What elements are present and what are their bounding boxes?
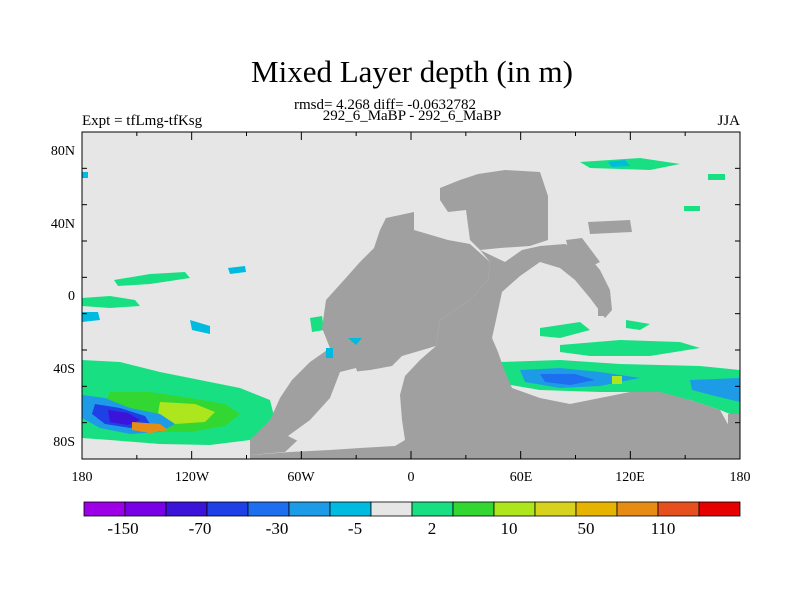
- axis-ticks: [81, 131, 741, 460]
- colorbar-label: 50: [578, 519, 595, 538]
- lon-axis: 180 120W 60W 0 60E 120E 180: [72, 470, 751, 485]
- colorbar-box: [411, 501, 454, 517]
- colorbar-box: [288, 501, 331, 517]
- contour-negative: [228, 266, 246, 274]
- contour-positive: [684, 206, 700, 211]
- contour-negative: [348, 338, 362, 345]
- lon-tick-label: 180: [72, 470, 93, 485]
- colorbar-box: [83, 501, 126, 517]
- colorbar-box: [329, 501, 372, 517]
- land-island: [598, 290, 606, 316]
- lat-tick-label: 80N: [51, 144, 75, 159]
- lon-tick-label: 0: [408, 470, 415, 485]
- colorbar-labels: -150 -70 -30 -5 2 10 50 110: [107, 519, 675, 538]
- map-panel: [81, 131, 741, 460]
- colorbar-box: [206, 501, 249, 517]
- inland-water: [288, 368, 390, 445]
- contour-positive: [626, 320, 650, 330]
- contour-positive: [82, 296, 140, 308]
- contour-negative: [690, 378, 740, 402]
- colorbar-box: [616, 501, 659, 517]
- period-label: 292_6_MaBP - 292_6_MaBP: [323, 108, 502, 124]
- colorbar-box: [370, 501, 413, 517]
- colorbar-box: [493, 501, 536, 517]
- land-afro-eurasia: [250, 244, 740, 459]
- colorbar-label: -30: [266, 519, 289, 538]
- colorbar-box: [534, 501, 577, 517]
- colorbar-label: -70: [189, 519, 212, 538]
- colorbar-label: -5: [348, 519, 362, 538]
- season-label: JJA: [717, 113, 740, 129]
- lat-tick-label: 0: [68, 289, 75, 304]
- lon-tick-label: 120W: [175, 470, 210, 485]
- contour-negative: [82, 312, 100, 322]
- contour-negative: [82, 172, 88, 178]
- colorbar-box: [657, 501, 700, 517]
- land-island: [566, 238, 600, 268]
- anomaly-contours: [82, 158, 740, 445]
- land-americas: [250, 212, 490, 455]
- contour-negative: [540, 374, 595, 385]
- contour-positive: [708, 174, 725, 180]
- plot-title: Mixed Layer depth (in m): [251, 54, 573, 89]
- colorbar-box: [247, 501, 290, 517]
- lat-tick-label: 40N: [51, 217, 75, 232]
- contour-negative: [326, 348, 333, 358]
- colorbar-label: -150: [107, 519, 138, 538]
- contour-negative: [608, 160, 630, 167]
- land-northern: [440, 170, 548, 250]
- contour-positive: [158, 402, 215, 424]
- contour-negative: [190, 320, 210, 334]
- contour-negative: [108, 410, 140, 425]
- lon-tick-label: 120E: [615, 470, 645, 485]
- colorbar: [83, 501, 741, 517]
- land-masses: [250, 170, 740, 459]
- contour-positive: [310, 316, 324, 332]
- lat-axis: 80N 40N 0 40S 80S: [51, 144, 75, 450]
- contour-positive: [560, 340, 700, 356]
- colorbar-box: [698, 501, 741, 517]
- contour-positive: [580, 158, 680, 170]
- land-island: [728, 414, 740, 440]
- lon-tick-label: 60E: [510, 470, 533, 485]
- land-island: [588, 220, 632, 234]
- lon-tick-label: 60W: [287, 470, 315, 485]
- lon-tick-label: 180: [730, 470, 751, 485]
- colorbar-box: [452, 501, 495, 517]
- contour-positive: [612, 376, 622, 384]
- colorbar-box: [124, 501, 167, 517]
- colorbar-label: 110: [651, 519, 676, 538]
- lat-tick-label: 80S: [53, 435, 75, 450]
- colorbar-box: [575, 501, 618, 517]
- contour-positive: [132, 422, 168, 433]
- colorbar-label: 10: [501, 519, 518, 538]
- colorbar-box: [165, 501, 208, 517]
- stats-label: rmsd= 4.268 diff= -0.0632782: [294, 97, 476, 113]
- contour-positive: [114, 272, 190, 286]
- contour-positive: [540, 322, 590, 338]
- colorbar-label: 2: [428, 519, 437, 538]
- experiment-label: Expt = tfLmg-tfKsg: [82, 113, 203, 129]
- lat-tick-label: 40S: [53, 362, 75, 377]
